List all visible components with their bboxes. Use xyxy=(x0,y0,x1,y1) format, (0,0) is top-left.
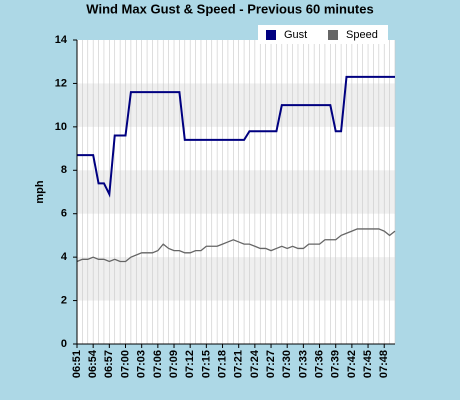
grid-band xyxy=(77,257,395,301)
y-axis-label: mph xyxy=(34,180,46,204)
x-tick-label: 07:03 xyxy=(136,350,148,378)
y-tick-label: 6 xyxy=(61,208,67,220)
legend-swatch xyxy=(266,30,276,40)
x-tick-label: 07:06 xyxy=(152,350,164,378)
x-tick-label: 07:36 xyxy=(313,350,325,378)
x-tick-label: 07:18 xyxy=(216,350,228,378)
x-tick-label: 07:15 xyxy=(200,350,212,378)
x-tick-label: 07:48 xyxy=(378,350,390,378)
y-tick-label: 14 xyxy=(55,34,68,46)
x-tick-label: 07:33 xyxy=(297,350,309,378)
x-tick-label: 07:12 xyxy=(184,350,196,378)
x-tick-label: 07:30 xyxy=(281,350,293,378)
y-tick-label: 10 xyxy=(55,121,67,133)
x-tick-label: 06:54 xyxy=(87,349,99,378)
legend-box xyxy=(258,25,388,44)
x-tick-label: 07:24 xyxy=(249,349,261,378)
x-tick-label: 07:09 xyxy=(168,350,180,378)
x-tick-label: 07:39 xyxy=(330,350,342,378)
x-tick-label: 07:45 xyxy=(362,350,374,378)
x-tick-label: 06:51 xyxy=(71,350,83,378)
x-tick-label: 07:21 xyxy=(233,350,245,378)
grid-band xyxy=(77,83,395,127)
legend-swatch xyxy=(328,30,338,40)
legend-label: Gust xyxy=(284,29,307,41)
x-tick-label: 07:27 xyxy=(265,350,277,378)
y-tick-label: 4 xyxy=(61,251,68,263)
x-tick-label: 06:57 xyxy=(103,350,115,378)
y-tick-label: 0 xyxy=(61,338,67,350)
y-tick-label: 12 xyxy=(55,77,67,89)
x-tick-label: 07:42 xyxy=(346,350,358,378)
y-tick-label: 8 xyxy=(61,164,67,176)
y-tick-label: 2 xyxy=(61,294,67,306)
chart-title: Wind Max Gust & Speed - Previous 60 minu… xyxy=(86,1,373,16)
legend-label: Speed xyxy=(346,29,378,41)
series-line xyxy=(77,75,395,198)
series-line xyxy=(76,228,396,263)
grid-band xyxy=(77,170,395,214)
x-tick-label: 07:00 xyxy=(119,350,131,378)
